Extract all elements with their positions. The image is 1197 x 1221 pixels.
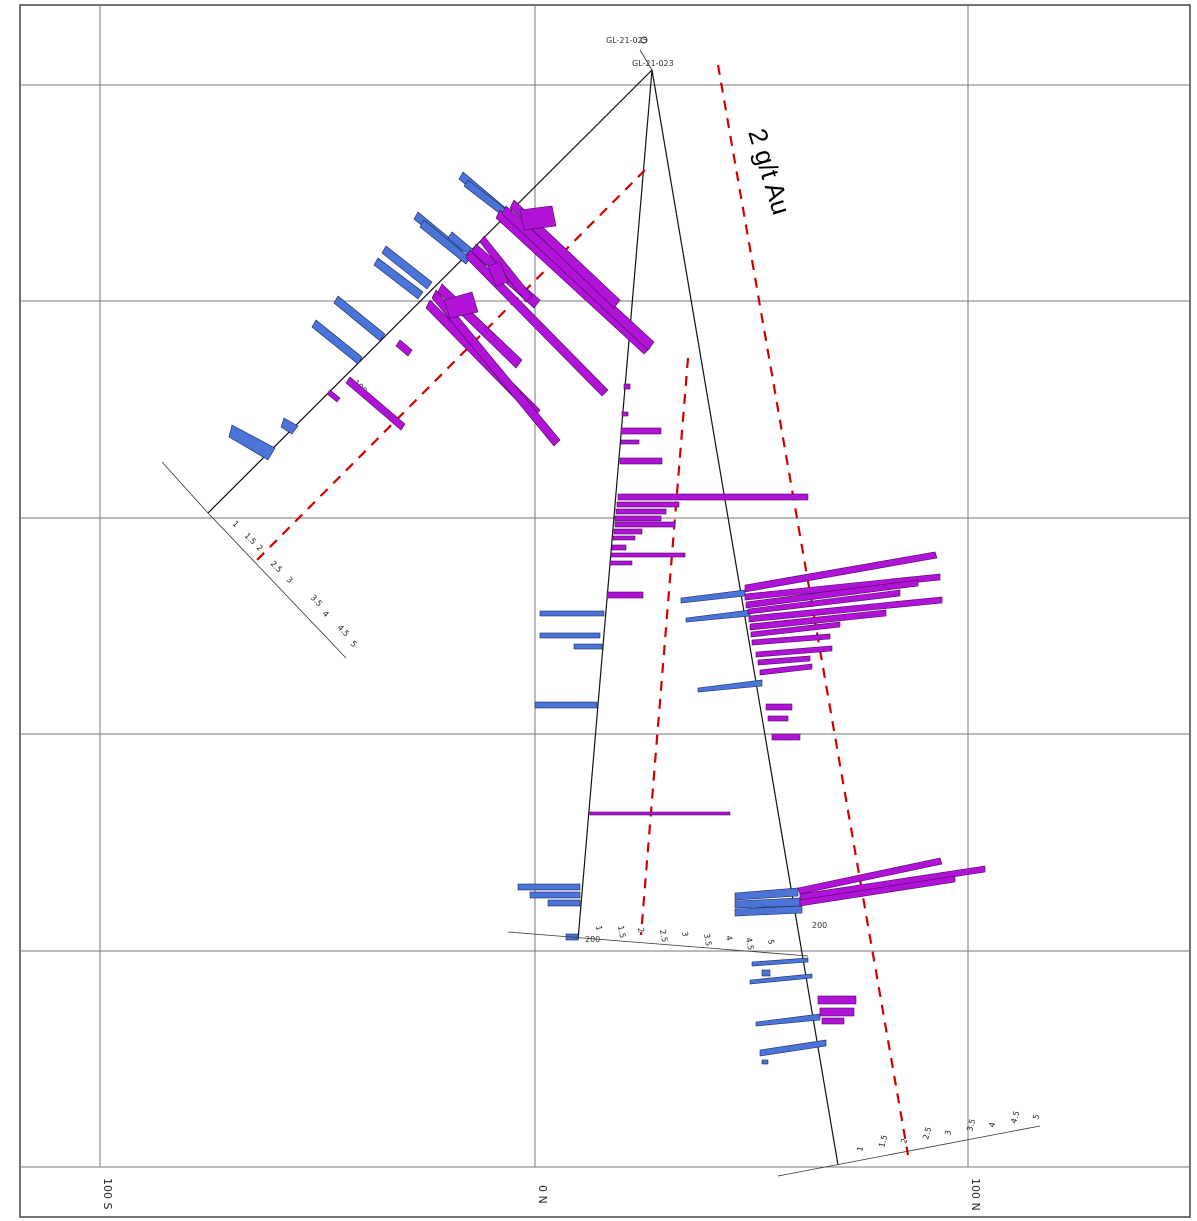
easting-label-0n: 0 N (536, 1185, 549, 1204)
svg-text:4.5: 4.5 (1009, 1110, 1021, 1125)
svg-text:4: 4 (321, 609, 331, 619)
drill-trace-right (651, 69, 839, 1166)
depth-label-right-200: 200 (812, 921, 827, 930)
scale-bar-left: 1 1.5 2 2.5 3 3.5 4 4.5 5 (161, 461, 359, 659)
svg-text:1: 1 (855, 1145, 865, 1152)
cutoff-line-middle (639, 357, 690, 936)
svg-text:2.5: 2.5 (269, 559, 284, 574)
collar-label-025: GL-21-025 (606, 36, 648, 45)
grid (20, 5, 1190, 1168)
plot-frame (19, 4, 1191, 1218)
depth-label-middle-200: 200 (585, 935, 600, 944)
collar-icon (640, 36, 648, 44)
drill-trace-left (207, 69, 653, 514)
svg-text:2.5: 2.5 (658, 929, 669, 943)
scale-bar-middle: 1 1.5 2 2.5 3 3.5 4 4.5 5 (507, 925, 809, 957)
svg-text:1: 1 (231, 519, 241, 529)
svg-text:4: 4 (987, 1121, 997, 1128)
svg-text:2: 2 (636, 927, 646, 934)
svg-text:3.5: 3.5 (702, 933, 713, 947)
svg-text:5: 5 (349, 639, 359, 649)
easting-labels: 100 S 0 N 100 N (101, 1178, 982, 1211)
cutoff-lines (251, 64, 910, 1156)
cutoff-line-right (716, 64, 910, 1156)
easting-label-100s: 100 S (101, 1178, 114, 1209)
svg-text:4.5: 4.5 (744, 937, 755, 951)
svg-text:2.5: 2.5 (921, 1126, 933, 1141)
grade-cutoff-annotation: 2 g/t Au (742, 125, 796, 218)
cutoff-line-left (251, 169, 646, 566)
easting-label-100n: 100 N (969, 1178, 982, 1211)
assay-bars-right (680, 551, 986, 1065)
svg-text:5: 5 (1031, 1113, 1041, 1120)
collar-label-023: GL-21-023 (632, 59, 674, 68)
svg-text:3.5: 3.5 (965, 1118, 977, 1133)
svg-text:3.5: 3.5 (309, 593, 324, 608)
svg-text:2: 2 (899, 1137, 909, 1144)
svg-text:4.5: 4.5 (336, 623, 351, 638)
drill-traces (207, 49, 839, 1166)
svg-text:1: 1 (594, 925, 604, 932)
drill-trace-middle (577, 69, 653, 941)
assay-bars-left (228, 171, 655, 461)
scale-bar-right: 1 1.5 2 2.5 3 3.5 4 4.5 5 (777, 1110, 1041, 1177)
svg-text:2: 2 (255, 543, 265, 553)
svg-text:1.5: 1.5 (877, 1134, 889, 1149)
svg-text:1.5: 1.5 (616, 925, 627, 939)
svg-text:3: 3 (680, 931, 690, 938)
svg-text:3: 3 (943, 1129, 953, 1136)
svg-text:4: 4 (724, 935, 734, 942)
assay-bars-middle (517, 383, 809, 941)
svg-text:3: 3 (285, 575, 295, 585)
svg-text:1.5: 1.5 (243, 531, 258, 546)
svg-text:5: 5 (766, 939, 776, 946)
